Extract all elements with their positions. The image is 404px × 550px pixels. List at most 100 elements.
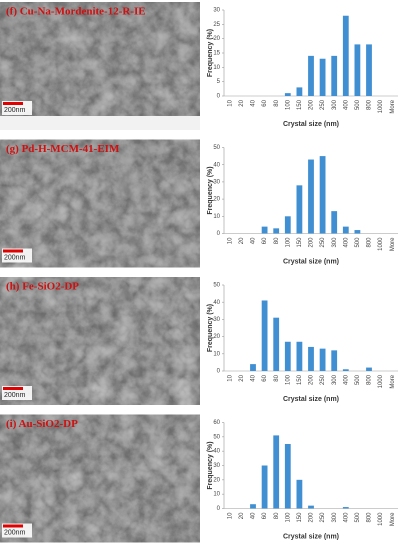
- x-tick-label: 150: [297, 237, 303, 248]
- y-axis-title: Frequency (%): [207, 304, 214, 352]
- x-tick-label: More: [390, 237, 396, 251]
- sem-texture: [0, 277, 200, 405]
- panel-label: (f) Cu-Na-Mordenite-12-R-IE: [6, 6, 146, 18]
- x-tick-label: 80: [274, 99, 280, 106]
- bar: [261, 300, 268, 371]
- bar: [284, 341, 291, 371]
- y-tick-label: 40: [213, 300, 220, 306]
- bar: [250, 504, 256, 509]
- x-tick-label: 800: [367, 512, 373, 523]
- scale-bar: [3, 249, 23, 253]
- x-tick-label: 150: [297, 99, 303, 110]
- y-tick-label: 15: [213, 51, 220, 57]
- x-tick-label: 100: [285, 512, 291, 523]
- x-tick-label: 250: [320, 99, 326, 110]
- x-tick-label: 10: [227, 237, 233, 244]
- info-bar: [0, 116, 200, 130]
- bar: [261, 465, 268, 509]
- y-tick-label: 20: [213, 477, 220, 483]
- x-tick-label: 200: [309, 512, 315, 523]
- x-tick-label: 100: [285, 99, 291, 110]
- x-tick-label: 40: [251, 512, 257, 519]
- bar: [354, 44, 361, 96]
- x-tick-label: 400: [343, 512, 349, 523]
- panel-label: (g) Pd-H-MCM-41-EIM: [6, 143, 120, 155]
- x-tick-label: 60: [262, 512, 268, 519]
- bar: [319, 156, 326, 234]
- bar: [342, 226, 349, 234]
- y-tick-label: 30: [213, 317, 220, 323]
- x-tick-label: 10: [227, 374, 233, 381]
- x-tick-label: 200: [309, 99, 315, 110]
- x-tick-label: 100: [285, 237, 291, 248]
- y-tick-label: 40: [213, 162, 220, 168]
- x-tick-label: 20: [239, 99, 245, 106]
- x-tick-label: 20: [239, 374, 245, 381]
- y-tick-label: 0: [217, 94, 221, 100]
- x-tick-label: 400: [343, 237, 349, 248]
- x-tick-label: 1000: [378, 374, 384, 388]
- x-tick-label: 300: [332, 237, 338, 248]
- x-tick-label: 250: [320, 237, 326, 248]
- x-tick-label: More: [390, 374, 396, 388]
- y-tick-label: 30: [213, 463, 220, 469]
- x-tick-label: 800: [367, 237, 373, 248]
- y-tick-label: 30: [213, 179, 220, 185]
- x-tick-label: 250: [320, 374, 326, 385]
- bar: [366, 44, 372, 96]
- bar: [354, 230, 361, 234]
- x-tick-label: More: [390, 99, 396, 113]
- x-axis-title: Crystal size (nm): [283, 258, 339, 265]
- x-tick-label: 150: [297, 374, 303, 385]
- bar: [273, 228, 280, 234]
- x-tick-label: 500: [355, 99, 361, 110]
- x-tick-label: 200: [309, 237, 315, 248]
- x-tick-label: 500: [355, 374, 361, 385]
- x-tick-label: 500: [355, 512, 361, 523]
- y-axis-title: Frequency (%): [207, 29, 214, 77]
- x-tick-label: 300: [332, 512, 338, 523]
- scale-bar: [3, 102, 23, 105]
- bar: [342, 369, 349, 371]
- y-tick-label: 50: [213, 145, 220, 151]
- x-tick-label: 40: [251, 99, 257, 106]
- bar: [342, 15, 349, 96]
- bar: [250, 364, 256, 371]
- x-tick-label: 60: [262, 237, 268, 244]
- x-tick-label: 200: [309, 374, 315, 385]
- bar: [284, 444, 291, 509]
- bar: [296, 341, 303, 371]
- y-tick-label: 10: [213, 65, 220, 71]
- scale-bar: [3, 524, 23, 528]
- scale-bar-label: 200nm: [4, 529, 26, 536]
- bar: [308, 505, 314, 509]
- y-tick-label: 10: [213, 351, 220, 357]
- panel-label: (i) Au-SiO2-DP: [6, 418, 78, 430]
- bar: [273, 435, 280, 509]
- y-tick-label: 60: [213, 420, 220, 426]
- x-tick-label: More: [390, 512, 396, 526]
- bar: [331, 55, 338, 96]
- x-axis-title: Crystal size (nm): [283, 533, 339, 540]
- x-tick-label: 300: [332, 99, 338, 110]
- y-tick-label: 40: [213, 449, 220, 455]
- y-tick-label: 30: [213, 8, 220, 14]
- x-tick-label: 150: [297, 512, 303, 523]
- y-tick-label: 0: [217, 506, 221, 512]
- x-tick-label: 400: [343, 374, 349, 385]
- scale-bar-label: 200nm: [4, 254, 26, 261]
- bar: [308, 346, 314, 371]
- y-tick-label: 20: [213, 36, 220, 42]
- sem-texture: [0, 2, 200, 130]
- scale-bar-label: 200nm: [4, 107, 26, 114]
- x-tick-label: 800: [367, 99, 373, 110]
- y-tick-label: 10: [213, 492, 220, 498]
- x-tick-label: 80: [274, 237, 280, 244]
- y-tick-label: 20: [213, 197, 220, 203]
- y-tick-label: 10: [213, 214, 220, 220]
- bar: [261, 226, 268, 234]
- x-tick-label: 1000: [378, 237, 384, 251]
- x-axis-title: Crystal size (nm): [283, 396, 339, 403]
- y-tick-label: 50: [213, 283, 220, 289]
